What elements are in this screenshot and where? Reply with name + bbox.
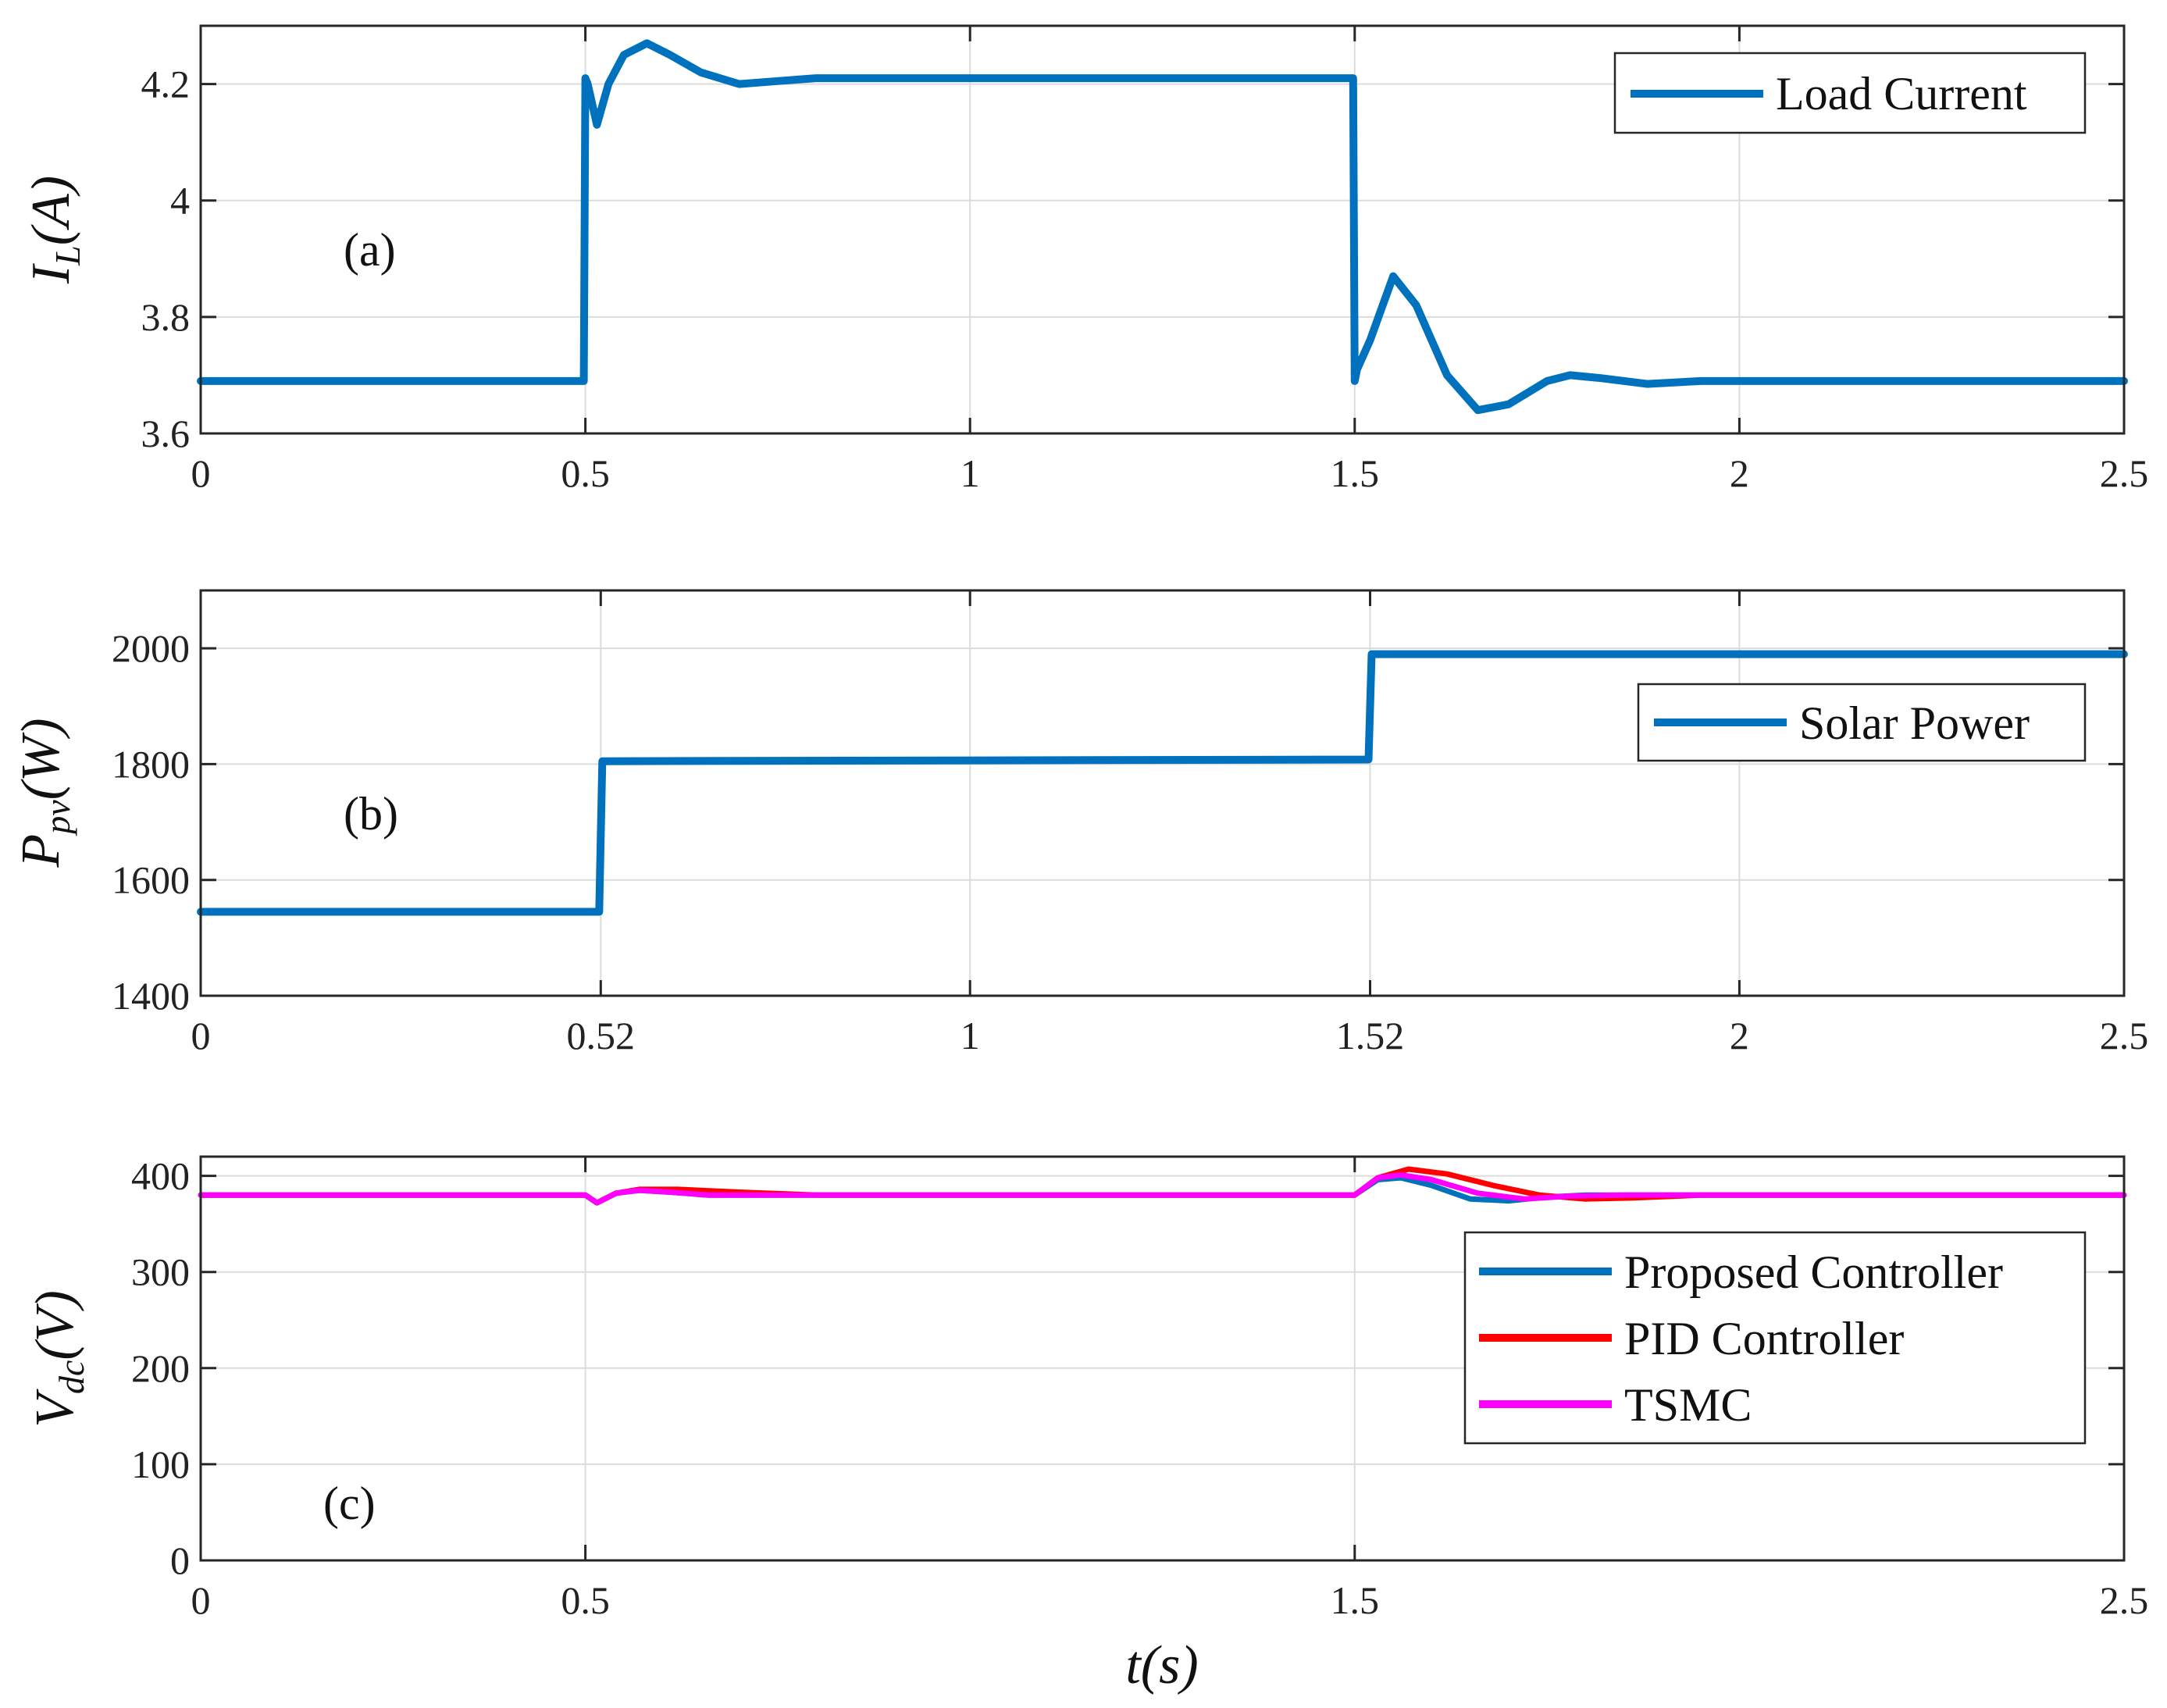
panel-c-ylabel: Vdc(V): [25, 1290, 91, 1428]
panel-c-ylabel-sub: dc: [52, 1360, 91, 1394]
panel-c-ylabel-rest: (V): [25, 1290, 85, 1360]
panel-a-xtick-label: 0: [191, 451, 211, 495]
panel-a-ytick-label: 3.6: [141, 412, 191, 455]
panel-b-legend-label-solar-power: Solar Power: [1799, 697, 2030, 749]
panel-c-xtick-label: 2.5: [2100, 1578, 2149, 1622]
panel-a-ytick-label: 4: [170, 179, 190, 223]
panel-b-ylabel-sub: pv: [37, 800, 77, 836]
panel-a-xtick-label: 1: [961, 451, 980, 495]
panel-b-ytick-label: 1800: [112, 742, 190, 786]
panel-b-xtick-label: 1: [961, 1014, 980, 1057]
panel-c: 0 0.5 1.5 2.5 0 100 200 300 400 (c) Vdc(V) Propo…: [25, 1154, 2148, 1696]
panel-c-xtick-label: 0: [191, 1578, 211, 1622]
panel-a-series: [197, 39, 2128, 415]
panel-c-ytick-label: 400: [131, 1154, 190, 1198]
panel-a-xtick-label: 2.5: [2100, 451, 2149, 495]
panel-a-ticks: 0 0.5 1 1.5 2 2.5 3.6 3.8 4 4.2: [141, 26, 2149, 495]
panel-c-xtick-label: 1.5: [1331, 1578, 1380, 1622]
panel-b-ylabel-rest: (W): [11, 718, 71, 800]
panel-b-legend: Solar Power: [1637, 683, 2087, 762]
panel-a-ytick-label: 3.8: [141, 295, 191, 339]
panel-b-ytick-label: 2000: [112, 626, 190, 670]
panel-a-legend: Load Current: [1613, 52, 2087, 134]
panel-c-axes-box: [199, 1155, 2126, 1562]
panel-b-series-solar-power: [197, 650, 2128, 916]
panel-b-label: (b): [344, 788, 398, 840]
panel-b-ytick-label: 1600: [112, 858, 190, 902]
panel-b-ticks: 0 0.52 1 1.52 2 2.5 1400 1600 1800 2000: [112, 590, 2148, 1057]
panel-b-ytick-label: 1400: [112, 974, 190, 1018]
panel-b-xtick-label: 2: [1730, 1014, 1749, 1057]
panel-c-ytick-label: 200: [131, 1346, 190, 1390]
panel-a-ylabel-main: I: [21, 262, 81, 284]
panel-a-xtick-label: 0.5: [561, 451, 610, 495]
panel-b: 0 0.52 1 1.52 2 2.5 1400 1600 1800 2000 (b) Ppv(W…: [11, 589, 2148, 1057]
panel-c-legend: Proposed Controller PID Controller TSMC: [1463, 1231, 2087, 1445]
panel-c-ticks: 0 0.5 1.5 2.5 0 100 200 300 400: [131, 1154, 2148, 1622]
panel-a-series-load-current: [197, 39, 2128, 415]
panel-b-ylabel-main: P: [11, 834, 71, 868]
panel-a: 0 0.5 1 1.5 2 2.5 3.6 3.8 4 4.2 (a) IL(A) Load Cu…: [21, 24, 2149, 495]
panel-b-series: [197, 650, 2128, 916]
panel-c-legend-label-proposed-controller: Proposed Controller: [1624, 1246, 2003, 1298]
panel-c-series: [198, 1166, 2127, 1206]
panel-c-ytick-label: 300: [131, 1250, 190, 1294]
panel-c-ytick-label: 0: [170, 1539, 190, 1582]
panel-a-xtick-label: 2: [1730, 451, 1749, 495]
x-axis-label: t(s): [1125, 1635, 1198, 1696]
panel-c-ylabel-main: V: [25, 1389, 85, 1428]
panel-a-ytick-label: 4.2: [141, 62, 191, 106]
panel-a-legend-label-load-current: Load Current: [1776, 68, 2027, 119]
panel-a-xtick-label: 1.5: [1331, 451, 1380, 495]
panel-b-axes-box: [199, 589, 2126, 997]
panel-b-ylabel: Ppv(W): [11, 718, 77, 868]
panel-b-xtick-label: 0.52: [567, 1014, 636, 1057]
panel-b-xtick-label: 2.5: [2100, 1014, 2149, 1057]
panel-b-xtick-label: 1.52: [1336, 1014, 1405, 1057]
panel-c-xtick-label: 0.5: [561, 1578, 610, 1622]
panel-c-legend-label-pid-controller: PID Controller: [1624, 1313, 1904, 1364]
panel-a-ylabel-sub: L: [48, 245, 87, 266]
panel-c-series-tsmc: [198, 1171, 2127, 1206]
panel-b-xtick-label: 0: [191, 1014, 211, 1057]
panel-c-legend-label-tsmc: TSMC: [1624, 1379, 1752, 1431]
panel-a-axes-box: [199, 24, 2126, 435]
panel-a-ylabel-rest: (A): [21, 176, 81, 245]
panel-a-ylabel: IL(A): [21, 176, 87, 284]
panel-c-label: (c): [323, 1478, 376, 1529]
panel-c-ytick-label: 100: [131, 1442, 190, 1486]
panel-a-label: (a): [344, 224, 396, 276]
